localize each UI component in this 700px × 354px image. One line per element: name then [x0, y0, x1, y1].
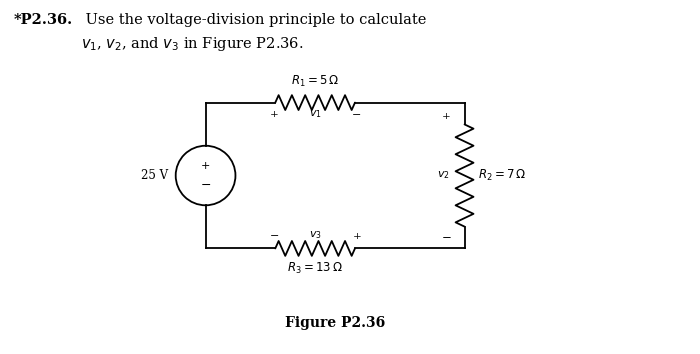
- Text: +: +: [201, 161, 210, 171]
- Text: −: −: [352, 109, 362, 120]
- Text: −: −: [200, 179, 211, 192]
- Text: Use the voltage-division principle to calculate: Use the voltage-division principle to ca…: [81, 13, 426, 27]
- Text: Figure P2.36: Figure P2.36: [285, 316, 385, 330]
- Text: +: +: [442, 113, 451, 121]
- Text: $v_3$: $v_3$: [309, 230, 321, 241]
- Text: −: −: [442, 230, 452, 242]
- Text: 25 V: 25 V: [141, 169, 168, 182]
- Text: $R_2 = 7\,\Omega$: $R_2 = 7\,\Omega$: [479, 168, 526, 183]
- Text: +: +: [353, 233, 361, 241]
- Text: $R_1 = 5\,\Omega$: $R_1 = 5\,\Omega$: [291, 74, 340, 89]
- Text: $v_1$, $v_2$, and $v_3$ in Figure P2.36.: $v_1$, $v_2$, and $v_3$ in Figure P2.36.: [81, 35, 304, 53]
- Text: $v_2$: $v_2$: [438, 170, 450, 181]
- Text: $v_1$: $v_1$: [309, 109, 321, 120]
- Text: +: +: [270, 109, 279, 119]
- Text: −: −: [270, 232, 279, 241]
- Text: *P2.36.: *P2.36.: [13, 13, 73, 27]
- Text: $R_3 = 13\,\Omega$: $R_3 = 13\,\Omega$: [287, 261, 343, 276]
